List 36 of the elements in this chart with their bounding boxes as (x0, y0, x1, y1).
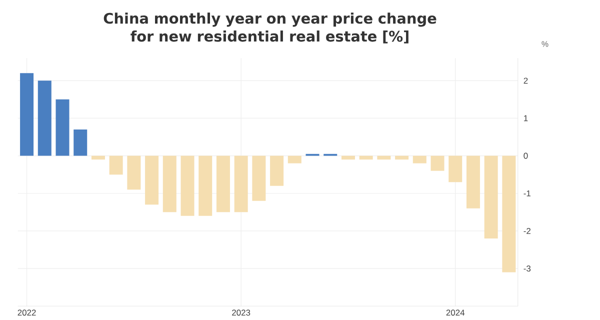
chart-title: China monthly year on year price change for new residential real estate [%] (104, 12, 436, 44)
bar (377, 156, 391, 160)
bar (109, 156, 123, 175)
bar (270, 156, 284, 186)
bar (145, 156, 159, 205)
bar (484, 156, 498, 238)
bar (341, 156, 355, 160)
y-tick-label: 0 (524, 152, 528, 159)
bar (74, 129, 88, 156)
bar (430, 156, 444, 171)
bar (216, 156, 230, 212)
x-tick-label: 2023 (232, 310, 250, 316)
bar (252, 156, 266, 201)
bar (359, 156, 373, 160)
bar (38, 80, 52, 156)
bar (234, 156, 248, 212)
y-tick-label: 2 (524, 78, 528, 84)
x-tick-label: 2024 (446, 310, 465, 316)
bar (180, 156, 194, 216)
bar (127, 156, 141, 190)
bar (502, 156, 516, 272)
y-tick-label: -2 (524, 228, 530, 234)
bar (412, 156, 426, 164)
bar (56, 99, 70, 156)
y-tick-label: 1 (524, 115, 528, 122)
bar (162, 156, 176, 212)
bar (198, 156, 212, 216)
bar (395, 156, 409, 160)
bar (288, 156, 302, 164)
bar (466, 156, 480, 208)
y-tick-label: -3 (524, 266, 531, 272)
bar (448, 156, 462, 182)
bar (91, 156, 105, 160)
y-tick-label: -1 (524, 190, 531, 196)
bar (20, 73, 34, 156)
x-tick-label: 2022 (18, 310, 36, 316)
